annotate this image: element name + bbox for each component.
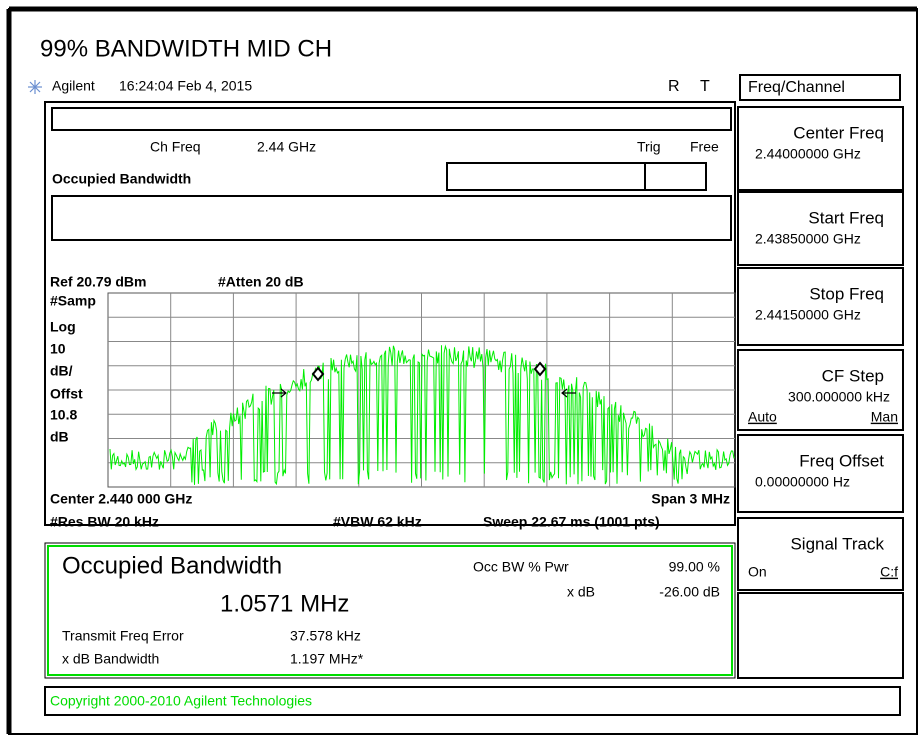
ref-level: Ref 20.79 dBm [50,274,146,290]
page-title: 99% BANDWIDTH MID CH [40,35,332,62]
softkey[interactable] [737,434,904,513]
logo [28,80,42,94]
bar-box [51,107,732,131]
softkey-label: Center Freq [793,123,884,142]
softkey[interactable] [737,267,904,346]
result-panel [47,545,733,676]
xdb: -26.00 dB [659,584,720,600]
t-flag: T [700,78,710,95]
time: 16:24:04 Feb 4, 2015 [119,78,252,94]
softkey-option: C:f [880,564,898,580]
scale-label: #Samp [50,293,96,309]
softkey-label: Signal Track [790,534,884,553]
status-box [644,162,707,191]
atten: #Atten 20 dB [218,274,304,290]
brand: Agilent [52,78,95,94]
softkey-value: 2.44000000 GHz [755,146,861,162]
markers [311,361,547,382]
ch-freq: 2.44 GHz [257,139,316,155]
free: Free [690,139,719,155]
softkey-value: 0.00000000 Hz [755,474,850,490]
r-flag: R [668,78,680,95]
trace [109,344,735,486]
softkey-option: Man [871,409,898,425]
vbw: #VBW 62 kHz [333,514,422,530]
xbw: 1.197 MHz* [290,651,364,667]
sweep: Sweep 22.67 ms (1001 pts) [483,514,660,530]
scale-label: 10.8 [50,407,77,423]
rbw: #Res BW 20 kHz [50,514,159,530]
softkey-value: 300.000000 kHz [788,389,890,405]
softkey[interactable] [737,517,904,591]
menu-title: Freq/Channel [748,79,845,96]
softkey-value: 2.43850000 GHz [755,231,861,247]
softkey[interactable] [737,349,904,431]
softkey-label: Start Freq [808,208,884,227]
ch-freq-label: Ch Freq [150,139,201,155]
xdb-label: x dB [567,584,595,600]
xbw-label: x dB Bandwidth [62,651,159,667]
softkey[interactable] [737,191,904,266]
tfe: 37.578 kHz [290,628,361,644]
softkey [737,592,904,679]
scale-label: dB [50,429,69,445]
trig: Trig [637,139,661,155]
menu-title-box [739,74,901,101]
result-outer [44,542,736,679]
mode: Occupied Bandwidth [52,171,191,187]
softkey-option: On [748,564,767,580]
result-title: Occupied Bandwidth [62,552,282,579]
arrows [272,388,576,398]
softkey[interactable] [737,106,904,191]
scale-label: dB/ [50,363,73,379]
msg-box [51,195,732,241]
scale-label: Offst [50,386,83,402]
scale-label: 10 [50,341,66,357]
softkey-value: 2.44150000 GHz [755,307,861,323]
softkey-label: Stop Freq [809,284,884,303]
span: Span 3 MHz [651,491,730,507]
pwr: 99.00 % [669,559,720,575]
softkey-label: CF Step [822,366,884,385]
copyright-box [44,686,901,716]
softkey-label: Freq Offset [799,451,884,470]
pwr-label: Occ BW % Pwr [473,559,569,575]
scale-label: Log [50,319,76,335]
softkey-option: Auto [748,409,777,425]
center: Center 2.440 000 GHz [50,491,192,507]
tfe-label: Transmit Freq Error [62,628,184,644]
result-value: 1.0571 MHz [220,590,349,617]
copyright: Copyright 2000-2010 Agilent Technologies [50,693,312,709]
softkeys: Center Freq 2.44000000 GHz Start Freq 2.438… [737,106,904,679]
side-labels: #Samp Log 10 dB/Offst 10.8 dB [50,293,96,445]
